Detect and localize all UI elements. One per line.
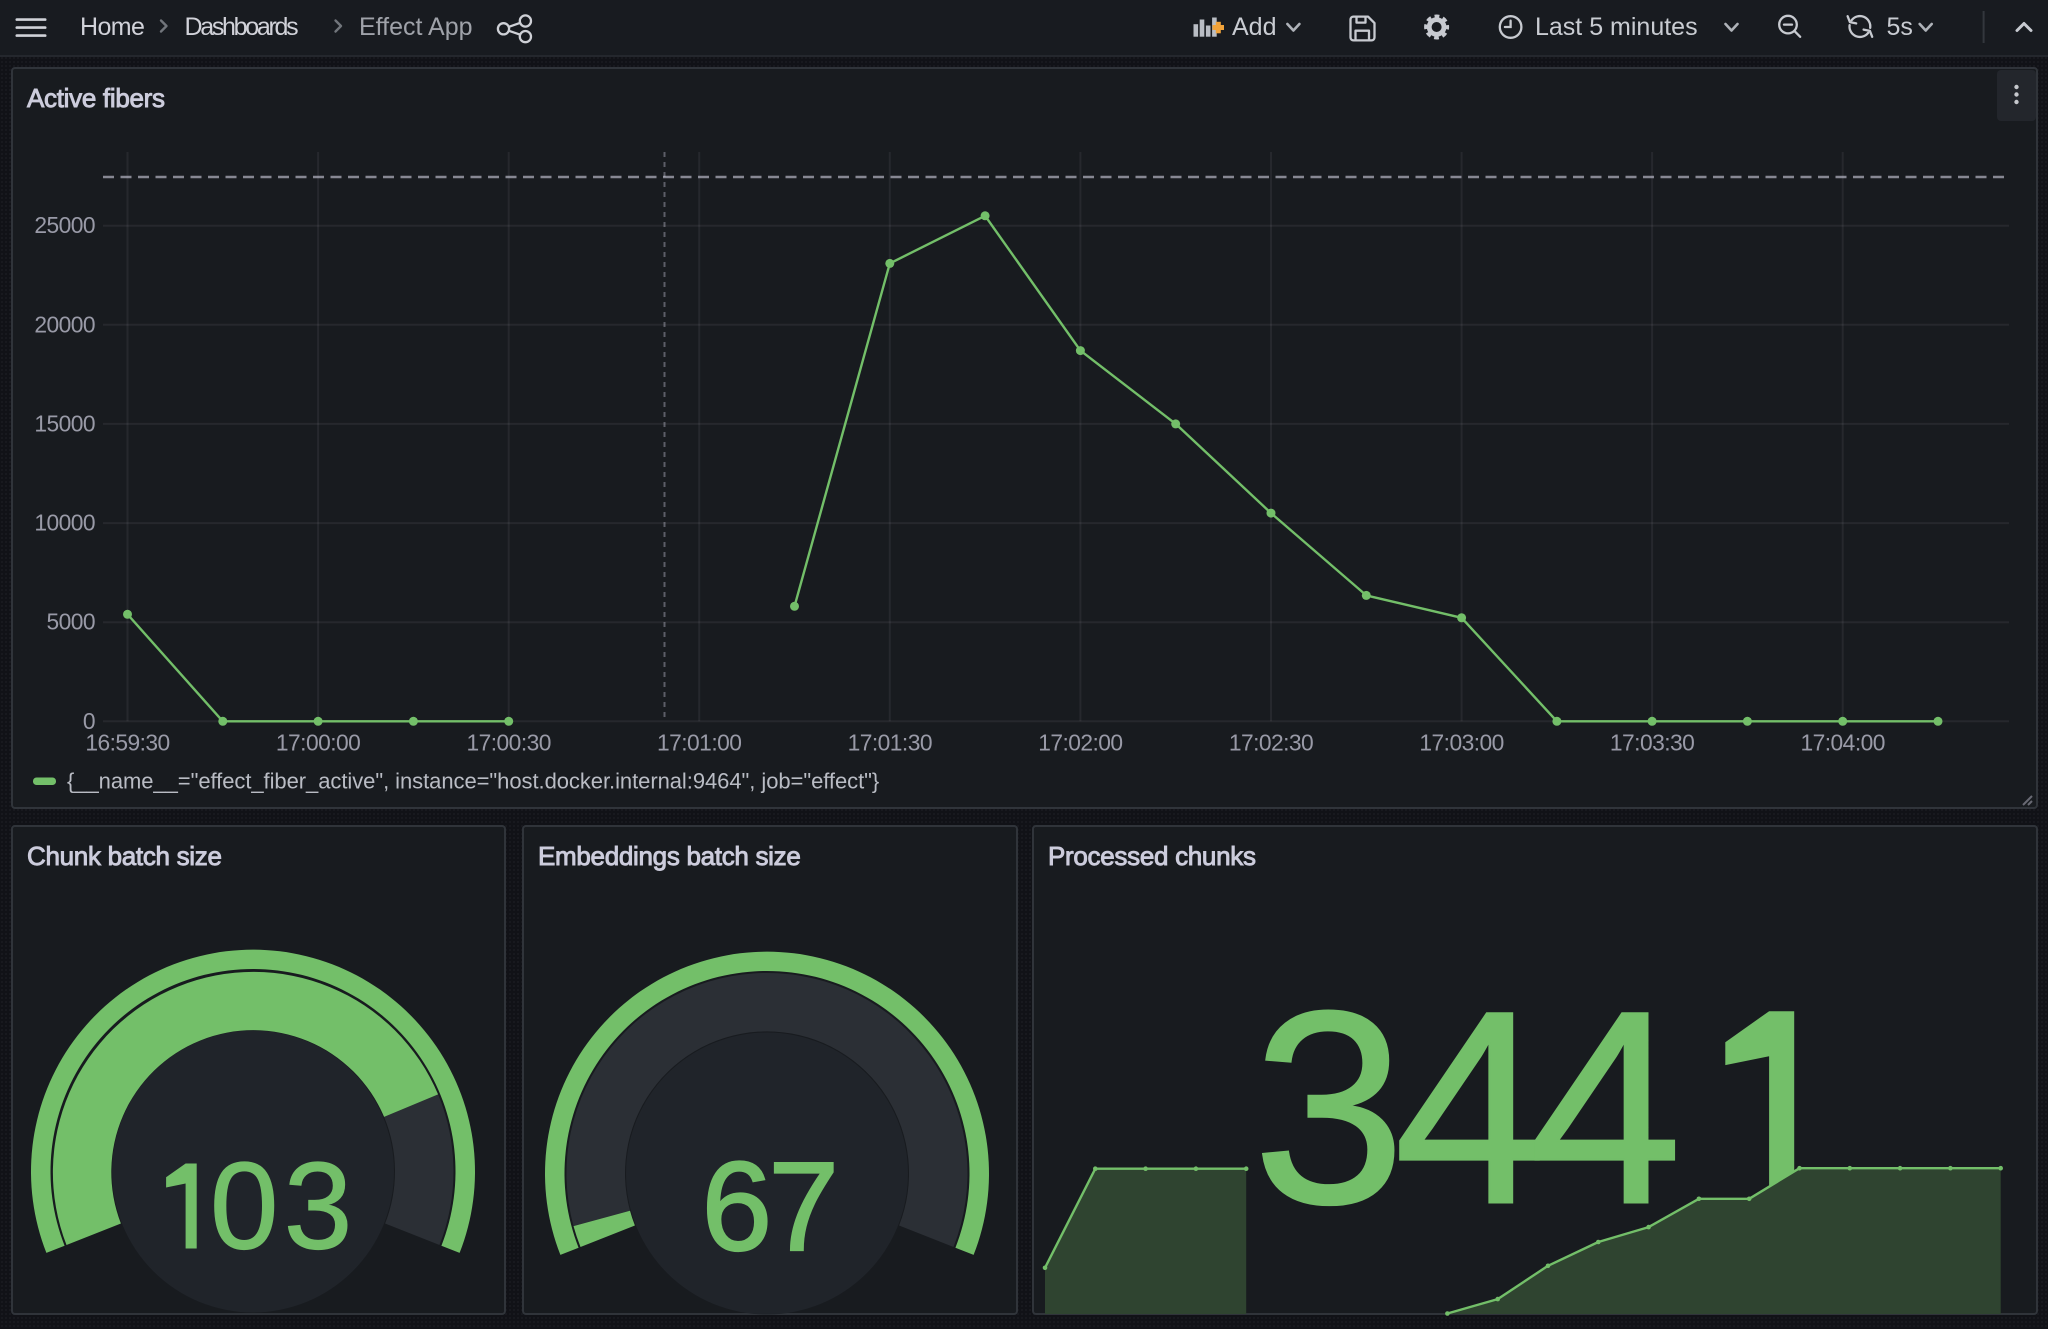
svg-text:17:01:30: 17:01:30 (848, 730, 932, 756)
svg-text:17:00:00: 17:00:00 (276, 730, 360, 756)
svg-text:5000: 5000 (46, 609, 95, 635)
svg-text:4: 4 (1394, 955, 1547, 1262)
svg-text:17:02:30: 17:02:30 (1229, 730, 1313, 756)
svg-text:25000: 25000 (34, 212, 95, 238)
svg-text:03: 03 (210, 1139, 358, 1276)
svg-text:3: 3 (1253, 955, 1406, 1262)
svg-text:67: 67 (702, 1135, 836, 1277)
svg-text:0: 0 (83, 708, 95, 734)
svg-text:17:04:00: 17:04:00 (1801, 730, 1885, 756)
svg-text:10000: 10000 (34, 510, 95, 536)
svg-text:17:03:00: 17:03:00 (1419, 730, 1503, 756)
svg-text:4: 4 (1529, 955, 1682, 1262)
svg-text:16:59:30: 16:59:30 (85, 730, 169, 756)
svg-text:{__name__="effect_fiber_active: {__name__="effect_fiber_active", instanc… (67, 769, 879, 794)
svg-text:15000: 15000 (34, 410, 95, 436)
svg-text:20000: 20000 (34, 311, 95, 337)
svg-text:17:03:30: 17:03:30 (1610, 730, 1694, 756)
svg-text:17:00:30: 17:00:30 (467, 730, 551, 756)
svg-text:17:02:00: 17:02:00 (1038, 730, 1122, 756)
svg-text:17:01:00: 17:01:00 (657, 730, 741, 756)
